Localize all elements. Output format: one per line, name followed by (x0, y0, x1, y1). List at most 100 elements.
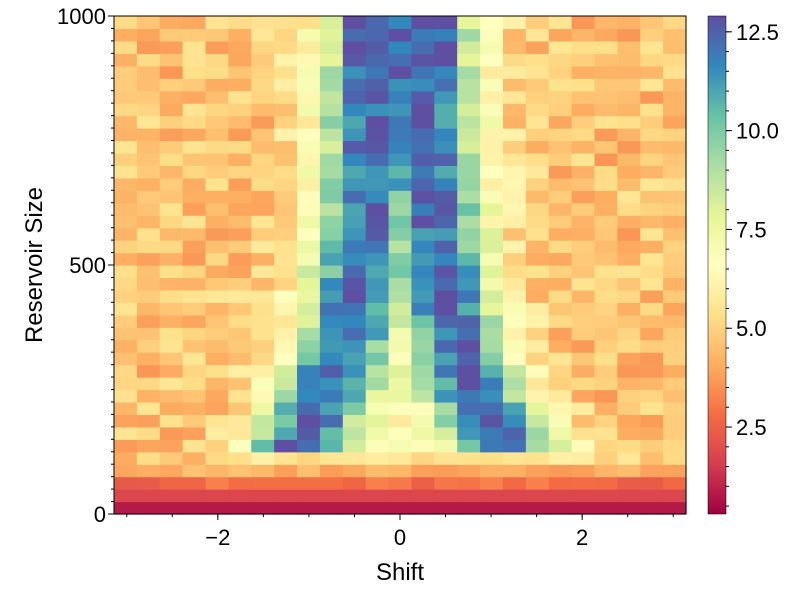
heatmap-cell (251, 227, 275, 241)
heatmap-cell (640, 389, 664, 403)
heatmap-cell (525, 190, 550, 204)
heatmap-cell (274, 289, 298, 303)
heatmap-cell (251, 16, 275, 30)
heatmap-cell (342, 152, 367, 166)
heatmap-cell (342, 339, 367, 353)
heatmap-cell (525, 464, 550, 478)
heatmap-cell (114, 327, 138, 341)
heatmap-cell (548, 464, 573, 478)
heatmap-cell (434, 78, 458, 92)
heatmap-cell (411, 314, 435, 328)
heatmap-cell (228, 152, 252, 166)
heatmap-cell (571, 115, 596, 129)
heatmap-cell (182, 414, 207, 428)
heatmap-cell (205, 16, 229, 30)
heatmap-cell (617, 190, 641, 204)
heatmap-cell (525, 177, 550, 191)
heatmap-cell (548, 352, 573, 366)
heatmap-cell (434, 464, 458, 478)
heatmap-cell (480, 339, 504, 353)
heatmap-cell (434, 177, 458, 191)
heatmap-cell (136, 289, 161, 303)
heatmap-cell (365, 215, 390, 229)
heatmap-cell (411, 339, 435, 353)
heatmap-cell (136, 401, 161, 415)
heatmap-cell (342, 439, 367, 453)
heatmap-cell (663, 240, 687, 254)
heatmap-cell (251, 165, 275, 179)
heatmap-cell (228, 115, 252, 129)
heatmap-cell (457, 40, 481, 54)
heatmap-cell (434, 364, 458, 378)
heatmap-cell (480, 152, 504, 166)
heatmap-cell (297, 103, 321, 117)
heatmap-cell (182, 401, 207, 415)
heatmap-cell (594, 314, 618, 328)
heatmap-cell (548, 389, 573, 403)
heatmap-cell (319, 165, 344, 179)
heatmap-cell (388, 40, 413, 54)
heatmap-cell (319, 78, 344, 92)
heatmap-cell (159, 401, 184, 415)
heatmap-cell (663, 128, 687, 142)
heatmap-cell (594, 240, 618, 254)
heatmap-cell (411, 90, 435, 104)
heatmap-cell (525, 352, 550, 366)
heatmap-cell (159, 128, 184, 142)
heatmap-cell (457, 302, 481, 316)
heatmap-cell (182, 451, 207, 465)
heatmap-cell (571, 451, 596, 465)
heatmap-cell (640, 414, 664, 428)
heatmap-cell (182, 215, 207, 229)
heatmap-cell (548, 202, 573, 216)
heatmap-cell (502, 314, 527, 328)
heatmap-cell (342, 165, 367, 179)
heatmap-cell (228, 426, 252, 440)
heatmap-cell (457, 401, 481, 415)
heatmap-cell (342, 115, 367, 129)
heatmap-cell (205, 314, 229, 328)
heatmap-cell (274, 190, 298, 204)
heatmap-cell (457, 327, 481, 341)
heatmap-cell (457, 115, 481, 129)
heatmap-cell (594, 414, 618, 428)
heatmap-cell (159, 339, 184, 353)
heatmap-cell (159, 426, 184, 440)
heatmap-cell (480, 177, 504, 191)
heatmap-cell (640, 464, 664, 478)
heatmap-cell (228, 240, 252, 254)
heatmap-cell (548, 339, 573, 353)
heatmap-cell (342, 90, 367, 104)
heatmap-cell (411, 227, 435, 241)
heatmap-cell (502, 327, 527, 341)
heatmap-cell (525, 439, 550, 453)
heatmap-cell (274, 115, 298, 129)
heatmap-cell (663, 215, 687, 229)
y-tick-label: 1000 (57, 4, 106, 29)
heatmap-cell (388, 103, 413, 117)
heatmap-cell (480, 277, 504, 291)
heatmap-cell (594, 115, 618, 129)
heatmap-cell (159, 377, 184, 391)
heatmap-cell (502, 451, 527, 465)
heatmap-cell (617, 252, 641, 266)
heatmap-cell (182, 103, 207, 117)
heatmap-cell (251, 501, 275, 515)
heatmap-cell (502, 426, 527, 440)
heatmap-cell (411, 265, 435, 279)
heatmap-cell (457, 103, 481, 117)
heatmap-cell (525, 65, 550, 79)
heatmap-cell (319, 377, 344, 391)
heatmap-cell (388, 65, 413, 79)
heatmap-cell (502, 103, 527, 117)
heatmap-cell (182, 152, 207, 166)
heatmap-cell (388, 252, 413, 266)
heatmap-cell (205, 451, 229, 465)
heatmap-cell (251, 152, 275, 166)
heatmap-cell (548, 377, 573, 391)
heatmap-cell (114, 489, 138, 503)
heatmap-cell (388, 240, 413, 254)
heatmap-cell (205, 439, 229, 453)
heatmap-cell (502, 476, 527, 490)
